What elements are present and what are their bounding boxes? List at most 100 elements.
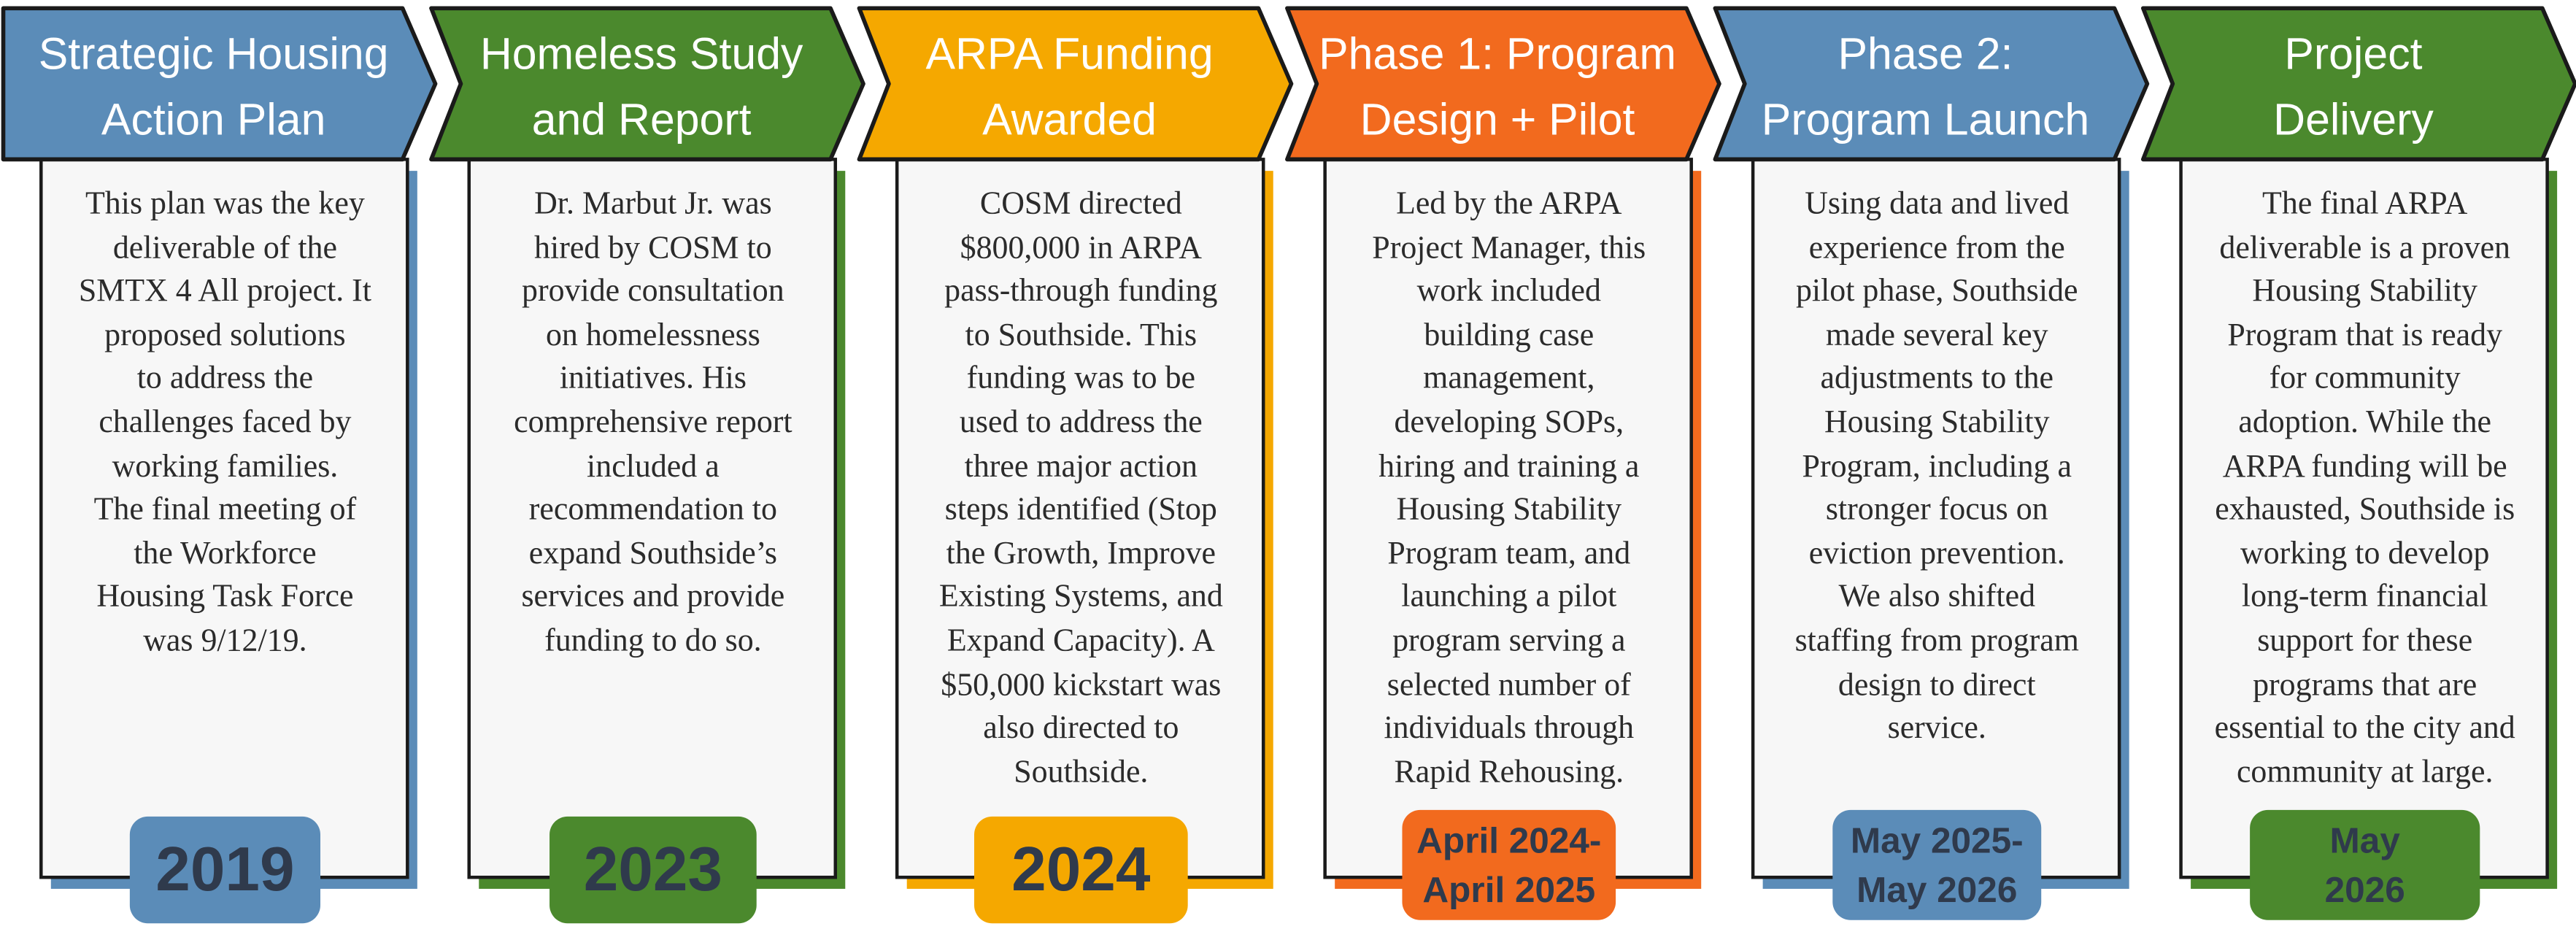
header-title: Delivery	[2273, 95, 2434, 145]
body-line: deliverable of the	[112, 231, 338, 266]
body-line: Rapid Rehousing.	[1394, 755, 1624, 790]
body-line: programs that are	[2253, 668, 2477, 703]
body-line: the Workforce	[134, 536, 317, 571]
body-line: hired by COSM to	[534, 231, 772, 266]
body-line: long-term financial	[2241, 580, 2488, 615]
body-line: stronger focus on	[1825, 493, 2048, 528]
date-pill	[549, 816, 757, 924]
body-line: Existing Systems, and	[938, 580, 1223, 615]
body-line: selected number of	[1387, 668, 1631, 703]
body-line: made several key	[1825, 318, 2048, 353]
date-label: 2026	[2324, 868, 2405, 911]
body-line: Housing Stability	[2252, 274, 2478, 309]
body-line: included a	[587, 449, 720, 485]
body-line: Led by the ARPA	[1396, 187, 1622, 222]
date-label: 2023	[583, 836, 723, 906]
header-title: Strategic Housing	[38, 29, 389, 80]
card	[39, 158, 409, 879]
body-line: The final meeting of	[93, 493, 357, 528]
card	[1751, 158, 2121, 879]
body-line: adjustments to the	[1820, 362, 2054, 397]
body-line: Housing Stability	[1396, 493, 1622, 528]
body-line: The final ARPA	[2262, 187, 2468, 222]
body-line: eviction prevention.	[1808, 536, 2065, 571]
body-line: working to develop	[2240, 536, 2490, 571]
body-line: Dr. Marbut Jr. was	[534, 187, 772, 222]
body-line: Program team, and	[1387, 536, 1631, 571]
body-line: to Southside. This	[965, 318, 1198, 353]
body-line: COSM directed	[979, 187, 1182, 222]
date-label: April 2025	[1422, 868, 1596, 911]
date-label: 2024	[1011, 836, 1151, 906]
date-pill	[2250, 809, 2480, 920]
body-line: the Growth, Improve	[946, 536, 1216, 571]
body-line: Program that is ready	[2227, 318, 2503, 353]
body-line: building case	[1424, 318, 1594, 353]
header-title: Program Launch	[1761, 95, 2090, 145]
body-line: initiatives. His	[559, 362, 747, 397]
body-line: essential to the city and	[2214, 712, 2515, 747]
header-arrow	[429, 6, 865, 162]
body-line: individuals through	[1384, 712, 1635, 747]
body-line: pilot phase, Southside	[1795, 274, 2078, 309]
body-line: services and provide	[521, 580, 785, 615]
body-line: Program, including a	[1802, 449, 2072, 485]
header-title: Phase 2:	[1837, 29, 2013, 80]
date-label: April 2024-	[1416, 820, 1602, 861]
body-line: Southside.	[1014, 755, 1149, 790]
body-line: service.	[1887, 712, 1986, 747]
body-line: Expand Capacity). A	[946, 624, 1215, 659]
body-line: funding was to be	[966, 362, 1196, 397]
body-line: comprehensive report	[514, 406, 793, 441]
header-title: Project	[2284, 29, 2423, 80]
body-line: used to address the	[959, 406, 1203, 441]
date-pill	[1832, 809, 2042, 920]
body-line: program serving a	[1392, 624, 1626, 659]
header-title: Awarded	[982, 95, 1157, 145]
card	[467, 158, 838, 879]
body-line: experience from the	[1808, 231, 2065, 266]
body-line: recommendation to	[528, 493, 777, 528]
date-label: May 2026	[1856, 868, 2018, 911]
header-arrow	[1713, 6, 2150, 162]
body-line: three major action	[964, 449, 1198, 485]
body-line: management,	[1423, 362, 1595, 397]
header-title: ARPA Funding	[925, 29, 1214, 80]
header-title: Homeless Study	[479, 29, 803, 80]
header-title: and Report	[531, 95, 752, 145]
body-line: for community	[2269, 362, 2461, 397]
header-title: Phase 1: Program	[1319, 29, 1676, 80]
body-line: steps identified (Stop	[944, 493, 1217, 528]
body-line: We also shifted	[1838, 580, 2036, 615]
date-label: May	[2329, 820, 2400, 861]
body-line: developing SOPs,	[1394, 406, 1624, 441]
body-line: hiring and training a	[1378, 449, 1640, 485]
header-arrow	[1, 6, 438, 162]
body-line: staffing from program	[1794, 624, 2079, 659]
header-arrow	[1285, 6, 1721, 162]
header-title: Action Plan	[101, 95, 326, 145]
body-line: proposed solutions	[104, 318, 346, 353]
date-label: May 2025-	[1850, 820, 2024, 861]
body-line: on homelessness	[545, 318, 760, 353]
body-line: ARPA funding will be	[2222, 449, 2507, 485]
date-label: 2019	[155, 836, 295, 906]
body-line: provide consultation	[522, 274, 784, 309]
header-title: Design + Pilot	[1360, 95, 1635, 145]
body-line: $800,000 in ARPA	[960, 231, 1203, 266]
body-line: SMTX 4 All project. It	[78, 274, 372, 309]
body-line: to address the	[136, 362, 314, 397]
body-line: This plan was the key	[85, 187, 365, 222]
body-line: support for these	[2257, 624, 2473, 659]
body-line: launching a pilot	[1401, 580, 1617, 615]
date-pill	[1402, 809, 1616, 920]
body-line: community at large.	[2236, 755, 2494, 790]
header-arrow	[2140, 6, 2576, 162]
body-line: exhausted, Southside is	[2215, 493, 2515, 528]
body-line: challenges faced by	[99, 406, 352, 441]
body-line: Using data and lived	[1805, 187, 2070, 222]
date-pill	[129, 816, 320, 924]
body-line: work included	[1416, 274, 1601, 309]
